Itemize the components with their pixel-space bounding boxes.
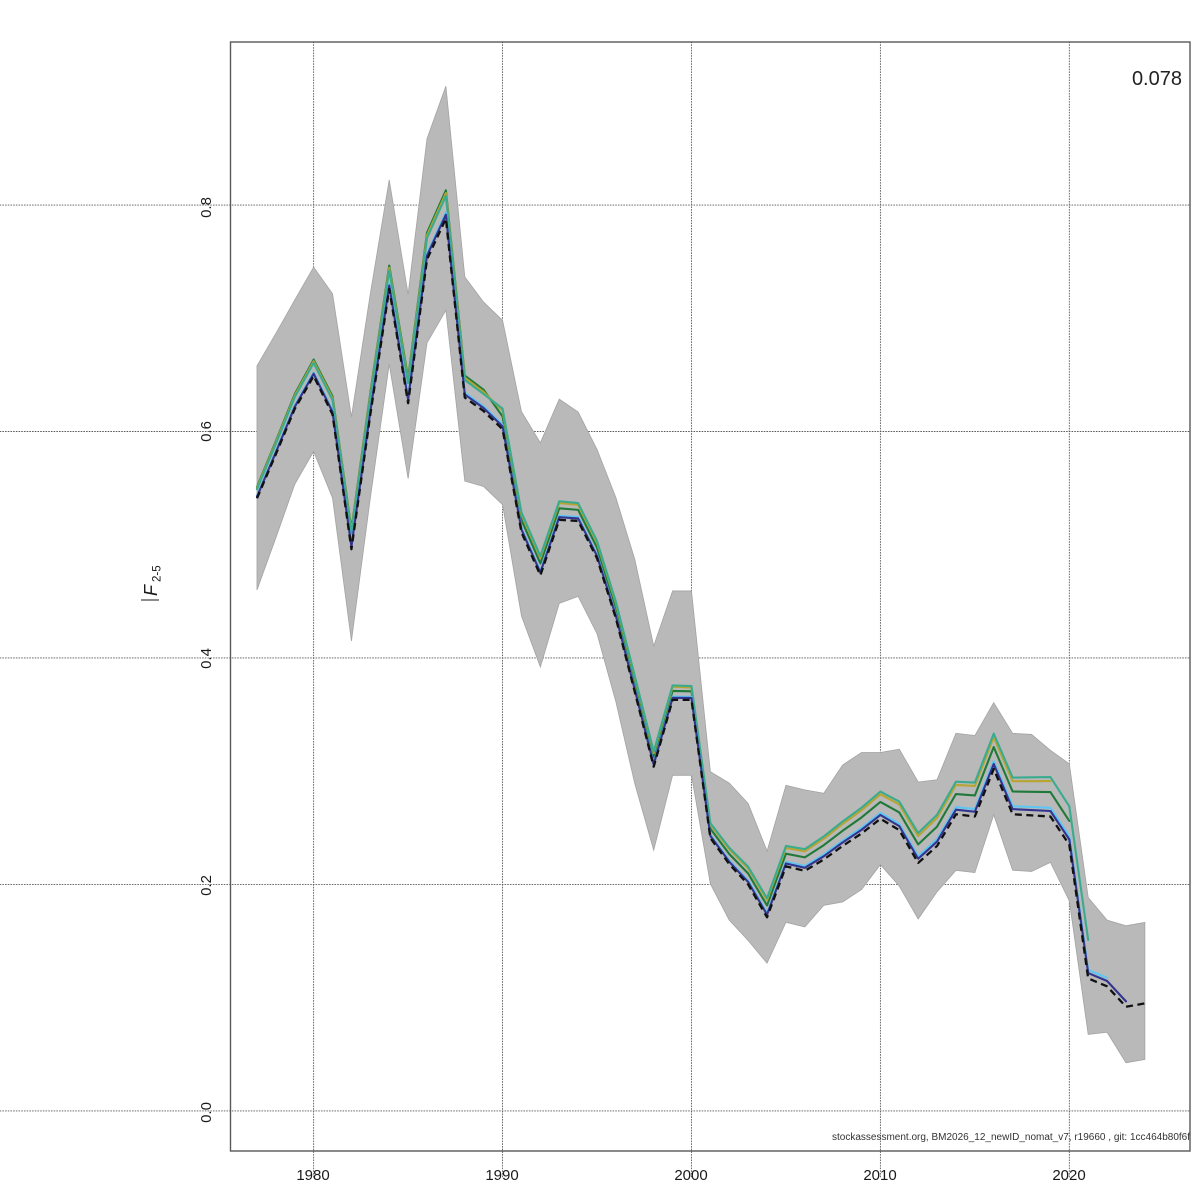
svg-text:F: F [141, 584, 161, 596]
svg-text:2-5: 2-5 [152, 565, 164, 582]
